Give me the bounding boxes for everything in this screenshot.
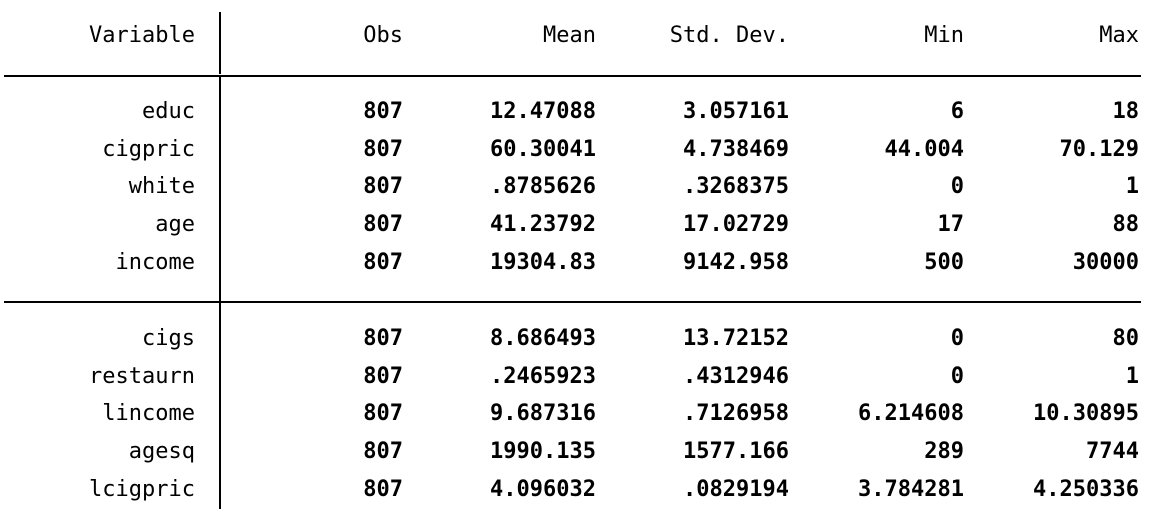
variable-name: cigs [142,326,195,351]
mean-value: .8785626 [490,174,596,199]
group2-column-divider [219,303,221,509]
std-dev-value: .7126958 [683,401,789,426]
max-value: 4.250336 [1033,477,1139,502]
min-value: 6 [950,99,964,124]
header-max: Max [1099,23,1139,48]
obs-value: 807 [363,212,403,237]
std-dev-value: 3.057161 [683,99,789,124]
variable-name: cigpric [102,137,195,162]
max-value: 1 [1125,364,1139,389]
header-mean: Mean [543,23,596,48]
max-value: 80 [1112,326,1140,351]
min-value: 44.004 [884,137,964,162]
table-row: restaurn 807 .2465923 .4312946 0 1 [0,360,1170,394]
min-value: 289 [924,439,964,464]
table-row: lcigpric 807 4.096032 .0829194 3.784281 … [0,473,1170,507]
header-std-dev: Std. Dev. [669,23,789,48]
min-value: 0 [950,364,964,389]
header-column-divider [219,12,221,74]
header-obs: Obs [363,23,403,48]
variable-name: lincome [102,401,195,426]
mean-value: .2465923 [490,364,596,389]
mean-value: 41.23792 [490,212,596,237]
std-dev-value: 13.72152 [683,326,789,351]
table-row: cigs 807 8.686493 13.72152 0 80 [0,322,1170,356]
table-row: agesq 807 1990.135 1577.166 289 7744 [0,435,1170,469]
max-value: 18 [1112,99,1140,124]
obs-value: 807 [363,174,403,199]
variable-name: agesq [128,439,195,464]
variable-name: educ [142,99,195,124]
header-variable: Variable [89,23,195,48]
max-value: 1 [1125,174,1139,199]
mean-value: 4.096032 [490,477,596,502]
std-dev-value: .4312946 [683,364,789,389]
mean-value: 19304.83 [490,250,596,275]
variable-name: age [155,212,195,237]
group-separator-line [4,301,1141,303]
min-value: 3.784281 [858,477,964,502]
group1-column-divider [219,77,221,301]
table-row: age 807 41.23792 17.02729 17 88 [0,208,1170,242]
std-dev-value: .0829194 [683,477,789,502]
header-separator-line [4,75,1141,77]
obs-value: 807 [363,477,403,502]
max-value: 30000 [1072,250,1139,275]
min-value: 17 [937,212,965,237]
mean-value: 1990.135 [490,439,596,464]
table-row: income 807 19304.83 9142.958 500 30000 [0,246,1170,280]
variable-name: white [128,174,195,199]
variable-name: restaurn [89,364,195,389]
obs-value: 807 [363,326,403,351]
table-row: lincome 807 9.687316 .7126958 6.214608 1… [0,397,1170,431]
min-value: 6.214608 [858,401,964,426]
max-value: 70.129 [1059,137,1139,162]
obs-value: 807 [363,99,403,124]
max-value: 10.30895 [1033,401,1139,426]
table-row: white 807 .8785626 .3268375 0 1 [0,170,1170,204]
min-value: 0 [950,326,964,351]
header-min: Min [924,23,964,48]
table-row: educ 807 12.47088 3.057161 6 18 [0,95,1170,129]
std-dev-value: 9142.958 [683,250,789,275]
min-value: 500 [924,250,964,275]
obs-value: 807 [363,137,403,162]
std-dev-value: 4.738469 [683,137,789,162]
max-value: 88 [1112,212,1140,237]
max-value: 7744 [1086,439,1139,464]
obs-value: 807 [363,439,403,464]
std-dev-value: 17.02729 [683,212,789,237]
variable-name: lcigpric [89,477,195,502]
table-row: cigpric 807 60.30041 4.738469 44.004 70.… [0,133,1170,167]
obs-value: 807 [363,364,403,389]
variable-name: income [115,250,195,275]
std-dev-value: .3268375 [683,174,789,199]
mean-value: 60.30041 [490,137,596,162]
obs-value: 807 [363,250,403,275]
mean-value: 8.686493 [490,326,596,351]
obs-value: 807 [363,401,403,426]
mean-value: 9.687316 [490,401,596,426]
mean-value: 12.47088 [490,99,596,124]
min-value: 0 [950,174,964,199]
header-row: Variable Obs Mean Std. Dev. Min Max [0,19,1170,53]
std-dev-value: 1577.166 [683,439,789,464]
